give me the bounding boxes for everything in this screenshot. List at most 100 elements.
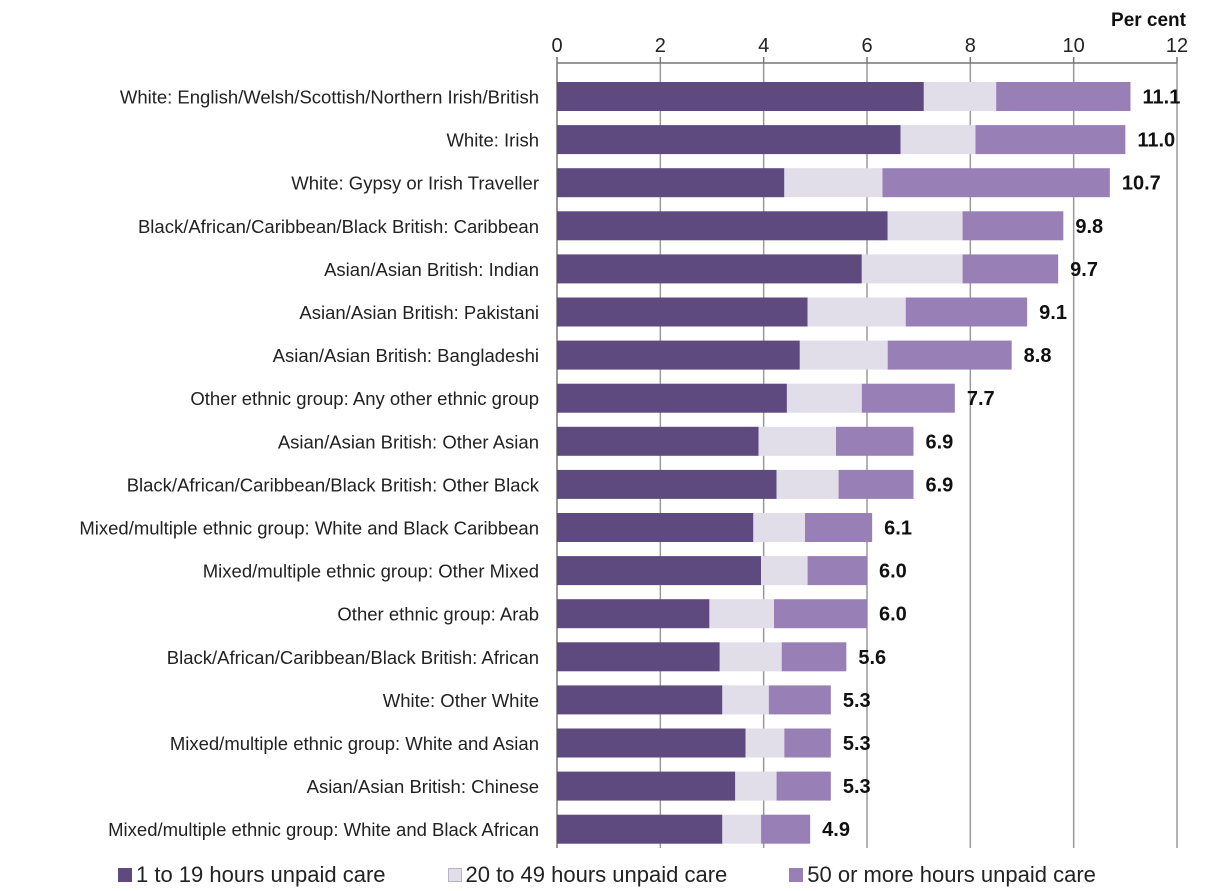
legend-item-50-plus-hours: 50 or more hours unpaid care xyxy=(789,862,1096,888)
total-label: 5.3 xyxy=(843,690,871,712)
bar-segment-series-2 xyxy=(799,340,888,370)
bar-segment-series-1 xyxy=(557,771,736,801)
bar-segment-series-1 xyxy=(557,168,785,198)
bar-segment-series-2 xyxy=(719,642,782,672)
category-label: White: English/Welsh/Scottish/Northern I… xyxy=(120,87,539,108)
bar-segment-series-1 xyxy=(557,297,808,327)
legend-label: 20 to 49 hours unpaid care xyxy=(465,862,728,887)
bar-segment-series-3 xyxy=(807,556,867,586)
x-tick-label: 0 xyxy=(551,35,562,57)
legend-item-1-19-hours: 1 to 19 hours unpaid care xyxy=(118,862,386,888)
total-label: 9.7 xyxy=(1070,259,1098,281)
legend-label: 50 or more hours unpaid care xyxy=(807,862,1096,887)
legend: 1 to 19 hours unpaid care 20 to 49 hours… xyxy=(118,862,1096,888)
category-label: Asian/Asian British: Chinese xyxy=(307,776,539,797)
bar-segment-series-2 xyxy=(753,513,805,542)
category-label: Black/African/Caribbean/Black British: A… xyxy=(167,647,539,668)
total-label: 11.0 xyxy=(1137,130,1175,152)
category-label: Asian/Asian British: Pakistani xyxy=(299,302,539,323)
total-label: 5.3 xyxy=(843,733,871,755)
bar-segment-series-3 xyxy=(784,728,831,758)
bar-segment-series-1 xyxy=(557,556,762,586)
bar-segment-series-3 xyxy=(996,82,1131,111)
bar-segment-series-3 xyxy=(774,599,867,629)
bar-segment-series-2 xyxy=(722,685,769,715)
legend-swatch xyxy=(789,868,804,882)
x-tick-label: 10 xyxy=(1063,35,1085,57)
bar-segment-series-3 xyxy=(761,814,811,844)
bar-segment-series-3 xyxy=(805,513,873,542)
legend-swatch xyxy=(447,868,462,882)
bar-segment-series-2 xyxy=(735,771,777,801)
category-label: Mixed/multiple ethnic group: Other Mixed xyxy=(203,561,539,582)
total-label: 9.1 xyxy=(1039,302,1067,324)
bar-segment-series-2 xyxy=(861,254,963,284)
legend-item-20-49-hours: 20 to 49 hours unpaid care xyxy=(447,862,728,888)
bar-segment-series-1 xyxy=(557,814,723,844)
x-tick-label: 2 xyxy=(655,35,666,57)
x-tick-label: 6 xyxy=(861,35,872,57)
category-label: Other ethnic group: Arab xyxy=(337,604,539,625)
bar-segment-series-3 xyxy=(962,211,1064,241)
bar-segment-series-1 xyxy=(557,340,800,370)
bar-segment-series-3 xyxy=(781,642,847,672)
total-label: 8.8 xyxy=(1024,345,1052,367)
bar-segment-series-1 xyxy=(557,728,746,758)
total-label: 11.1 xyxy=(1143,87,1181,109)
total-label: 9.8 xyxy=(1075,216,1103,238)
bar-segment-series-2 xyxy=(784,168,883,198)
category-label: Asian/Asian British: Indian xyxy=(324,259,539,280)
bar-segment-series-3 xyxy=(861,383,955,413)
bar-segment-series-1 xyxy=(557,211,888,241)
bar-segment-series-2 xyxy=(709,599,774,629)
bar-segment-series-1 xyxy=(557,125,901,155)
bar-segment-series-1 xyxy=(557,599,710,629)
category-label: Mixed/multiple ethnic group: White and A… xyxy=(170,733,539,754)
total-label: 6.0 xyxy=(879,561,907,583)
bar-segment-series-1 xyxy=(557,469,777,499)
bar-segment-series-2 xyxy=(758,426,836,456)
category-label: White: Gypsy or Irish Traveller xyxy=(291,173,539,194)
bar-segment-series-2 xyxy=(900,125,976,155)
legend-label: 1 to 19 hours unpaid care xyxy=(136,862,386,887)
bar-segment-series-2 xyxy=(923,82,997,111)
x-tick-label: 12 xyxy=(1166,35,1188,57)
bar-segment-series-1 xyxy=(557,82,924,111)
bar-segment-series-2 xyxy=(761,556,808,586)
total-label: 4.9 xyxy=(822,819,850,841)
bar-segment-series-3 xyxy=(768,685,831,715)
unit-label: Per cent xyxy=(1111,10,1186,31)
category-label: White: Other White xyxy=(383,690,539,711)
category-label: Black/African/Caribbean/Black British: C… xyxy=(138,216,539,237)
category-label: Asian/Asian British: Other Asian xyxy=(278,431,539,452)
total-label: 7.7 xyxy=(967,388,995,410)
bar-segment-series-2 xyxy=(807,297,906,327)
total-label: 10.7 xyxy=(1122,173,1161,195)
category-label: Other ethnic group: Any other ethnic gro… xyxy=(190,388,539,409)
total-label: 6.9 xyxy=(926,474,954,496)
category-label: Mixed/multiple ethnic group: White and B… xyxy=(79,518,539,539)
bar-segment-series-2 xyxy=(786,383,862,413)
bar-segment-series-1 xyxy=(557,254,862,284)
bar-segment-series-1 xyxy=(557,642,720,672)
bar-segment-series-3 xyxy=(962,254,1059,284)
bar-segment-series-3 xyxy=(838,469,914,499)
x-tick-label: 8 xyxy=(965,35,976,57)
bar-segment-series-1 xyxy=(557,426,759,456)
total-label: 6.1 xyxy=(884,518,912,540)
category-label: White: Irish xyxy=(446,130,539,151)
bar-segment-series-3 xyxy=(975,125,1126,155)
bar-segment-series-1 xyxy=(557,513,754,542)
total-label: 5.3 xyxy=(843,776,871,798)
total-label: 5.6 xyxy=(858,647,886,669)
category-label: Mixed/multiple ethnic group: White and B… xyxy=(108,819,539,840)
x-tick-label: 4 xyxy=(758,35,769,57)
bar-segment-series-2 xyxy=(776,469,839,499)
bar-segment-series-3 xyxy=(882,168,1110,198)
legend-swatch xyxy=(118,868,132,882)
bar-segment-series-2 xyxy=(745,728,785,758)
total-label: 6.9 xyxy=(926,431,954,453)
bar-segment-series-3 xyxy=(905,297,1028,327)
